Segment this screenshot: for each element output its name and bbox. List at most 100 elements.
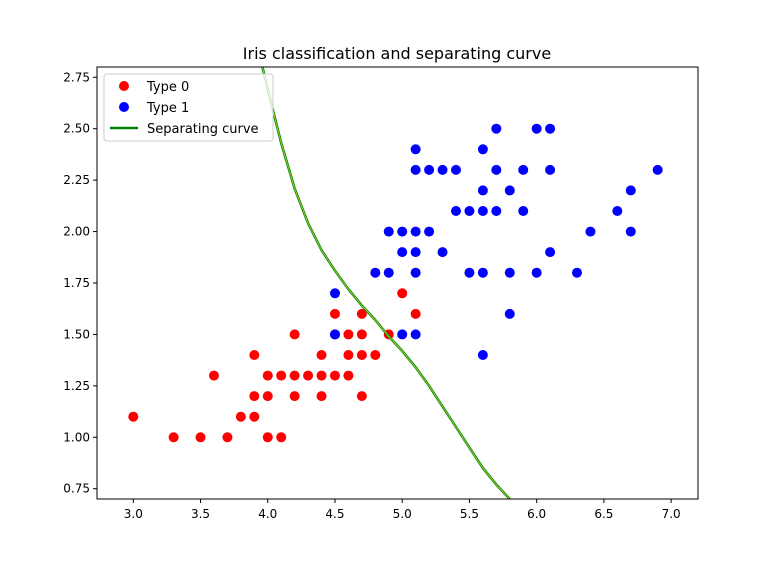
y-tick-label: 1.00 — [63, 430, 90, 444]
y-tick-label: 2.75 — [63, 70, 90, 84]
point-type-1 — [383, 267, 394, 278]
point-type-1 — [370, 267, 381, 278]
point-type-1 — [477, 206, 488, 216]
curve-separating-curve — [261, 67, 511, 499]
x-tick-label: 3.5 — [191, 507, 210, 521]
series-separating-curve — [261, 67, 511, 499]
y-tick-label: 0.75 — [63, 482, 90, 496]
legend-label-type-0: Type 0 — [146, 80, 189, 95]
series-type-0 — [128, 288, 421, 443]
x-axis: 3.0 3.5 4.0 4.5 5.0 5.5 6.0 6.5 7.0 — [124, 499, 681, 521]
point-type-1 — [491, 206, 502, 216]
y-tick-label: 1.50 — [63, 327, 90, 341]
y-tick-label: 2.50 — [63, 122, 90, 136]
point-type-0 — [289, 329, 300, 340]
point-type-1 — [625, 185, 636, 196]
point-type-0 — [262, 432, 273, 443]
point-type-1 — [491, 123, 502, 134]
point-type-0 — [276, 370, 287, 381]
point-type-1 — [625, 226, 636, 237]
curve-highlight-separating-curve — [261, 67, 511, 499]
series-layer — [128, 67, 663, 499]
point-type-0 — [410, 308, 421, 319]
point-type-1 — [652, 164, 663, 175]
legend-marker-type-0 — [119, 81, 129, 91]
chart-title: Iris classification and separating curve — [243, 44, 551, 63]
point-type-0 — [303, 370, 314, 381]
point-type-0 — [289, 391, 300, 402]
point-type-1 — [491, 164, 502, 175]
y-tick-label: 1.75 — [63, 276, 90, 290]
x-tick-label: 3.0 — [124, 507, 143, 521]
y-tick-label: 1.25 — [63, 379, 90, 393]
point-type-0 — [329, 370, 340, 381]
point-type-0 — [343, 329, 354, 340]
point-type-0 — [195, 432, 206, 443]
legend-box — [103, 73, 274, 142]
point-type-1 — [477, 350, 488, 360]
point-type-1 — [410, 226, 421, 237]
point-type-0 — [356, 391, 367, 402]
point-type-1 — [410, 164, 421, 175]
point-type-0 — [222, 432, 233, 443]
point-type-1 — [397, 329, 408, 340]
point-type-0 — [316, 350, 327, 360]
point-type-1 — [464, 206, 475, 216]
point-type-1 — [410, 329, 421, 340]
point-type-0 — [343, 350, 354, 360]
point-type-0 — [343, 370, 354, 381]
point-type-0 — [370, 350, 381, 360]
y-tick-label: 2.25 — [63, 173, 90, 187]
y-tick-label: 2.00 — [63, 225, 90, 239]
point-type-1 — [437, 164, 448, 175]
point-type-1 — [424, 164, 435, 175]
point-type-1 — [383, 226, 394, 237]
point-type-1 — [585, 226, 596, 237]
point-type-0 — [276, 432, 287, 443]
point-type-1 — [545, 247, 556, 258]
point-type-1 — [504, 185, 515, 196]
point-type-1 — [545, 164, 556, 175]
point-type-1 — [571, 267, 582, 278]
point-type-1 — [477, 144, 488, 155]
x-tick-label: 5.5 — [460, 507, 479, 521]
legend-label-type-1: Type 1 — [146, 101, 189, 116]
point-type-1 — [531, 123, 542, 134]
point-type-0 — [397, 288, 408, 299]
point-type-1 — [424, 226, 435, 237]
point-type-1 — [518, 206, 529, 216]
point-type-0 — [316, 370, 327, 381]
point-type-1 — [397, 247, 408, 258]
point-type-1 — [612, 206, 623, 216]
point-type-0 — [262, 391, 273, 402]
point-type-1 — [531, 267, 542, 278]
point-type-0 — [316, 391, 327, 402]
point-type-1 — [437, 247, 448, 258]
x-tick-label: 4.5 — [325, 507, 344, 521]
point-type-0 — [289, 370, 300, 381]
plot-area: 3.0 3.5 4.0 4.5 5.0 5.5 6.0 6.5 7.0 0.75 1.00 1.25… — [63, 66, 699, 521]
point-type-1 — [504, 308, 515, 319]
legend: Type 0 Type 1 Separating curve — [103, 73, 274, 142]
point-type-0 — [208, 370, 219, 381]
point-type-0 — [356, 329, 367, 340]
x-tick-label: 4.0 — [258, 507, 277, 521]
point-type-0 — [262, 370, 273, 381]
point-type-0 — [128, 411, 139, 422]
point-type-0 — [235, 411, 246, 422]
point-type-1 — [545, 123, 556, 134]
point-type-0 — [329, 308, 340, 319]
point-type-1 — [477, 267, 488, 278]
point-type-1 — [397, 226, 408, 237]
point-type-0 — [249, 411, 260, 422]
x-tick-label: 7.0 — [662, 507, 681, 521]
point-type-0 — [356, 350, 367, 360]
legend-label-separating-curve: Separating curve — [147, 122, 259, 137]
point-type-1 — [329, 329, 340, 340]
x-tick-label: 6.0 — [527, 507, 546, 521]
point-type-1 — [410, 247, 421, 258]
point-type-1 — [410, 144, 421, 155]
x-tick-label: 6.5 — [594, 507, 613, 521]
point-type-0 — [356, 308, 367, 319]
